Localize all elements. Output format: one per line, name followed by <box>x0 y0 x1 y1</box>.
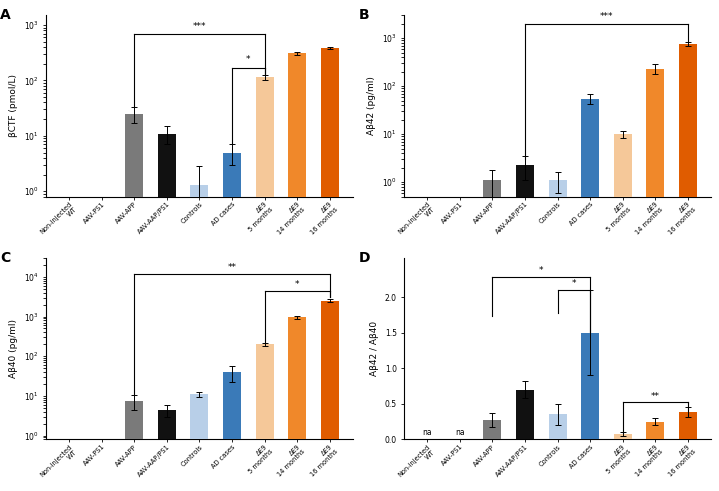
Bar <box>191 394 209 491</box>
Bar <box>223 372 241 491</box>
Y-axis label: Aβ42 (pg/ml): Aβ42 (pg/ml) <box>367 77 376 136</box>
Y-axis label: βCTF (pmol/L): βCTF (pmol/L) <box>9 75 18 137</box>
Text: na: na <box>455 428 464 437</box>
Text: ***: *** <box>193 22 206 31</box>
Text: *: * <box>246 55 250 64</box>
Bar <box>288 53 306 491</box>
Text: D: D <box>359 251 370 265</box>
Bar <box>549 414 567 439</box>
Text: *: * <box>539 266 544 275</box>
Bar <box>125 401 143 491</box>
Y-axis label: Aβ40 (pg/ml): Aβ40 (pg/ml) <box>9 319 18 378</box>
Bar <box>125 114 143 491</box>
Bar <box>646 422 664 439</box>
Bar <box>256 344 273 491</box>
Text: na: na <box>423 428 432 437</box>
Bar <box>516 389 534 439</box>
Text: ***: *** <box>600 12 613 21</box>
Bar <box>288 317 306 491</box>
Bar <box>256 77 273 491</box>
Bar <box>614 435 632 439</box>
Bar <box>581 332 599 439</box>
Text: **: ** <box>227 263 237 272</box>
Bar <box>223 153 241 491</box>
Text: *: * <box>295 280 299 289</box>
Bar <box>614 134 632 491</box>
Bar <box>191 185 209 491</box>
Bar <box>679 412 697 439</box>
Y-axis label: Aβ42 / Aβ40: Aβ42 / Aβ40 <box>370 321 379 376</box>
Bar <box>679 44 697 491</box>
Text: A: A <box>1 8 11 22</box>
Bar <box>646 69 664 491</box>
Text: **: ** <box>651 392 660 401</box>
Bar <box>483 420 501 439</box>
Bar <box>158 134 176 491</box>
Bar <box>483 180 501 491</box>
Bar <box>158 409 176 491</box>
Bar <box>321 48 339 491</box>
Text: B: B <box>359 8 369 22</box>
Text: C: C <box>1 251 11 265</box>
Bar <box>581 99 599 491</box>
Bar <box>321 300 339 491</box>
Bar <box>549 180 567 491</box>
Text: *: * <box>572 279 576 288</box>
Bar <box>516 165 534 491</box>
